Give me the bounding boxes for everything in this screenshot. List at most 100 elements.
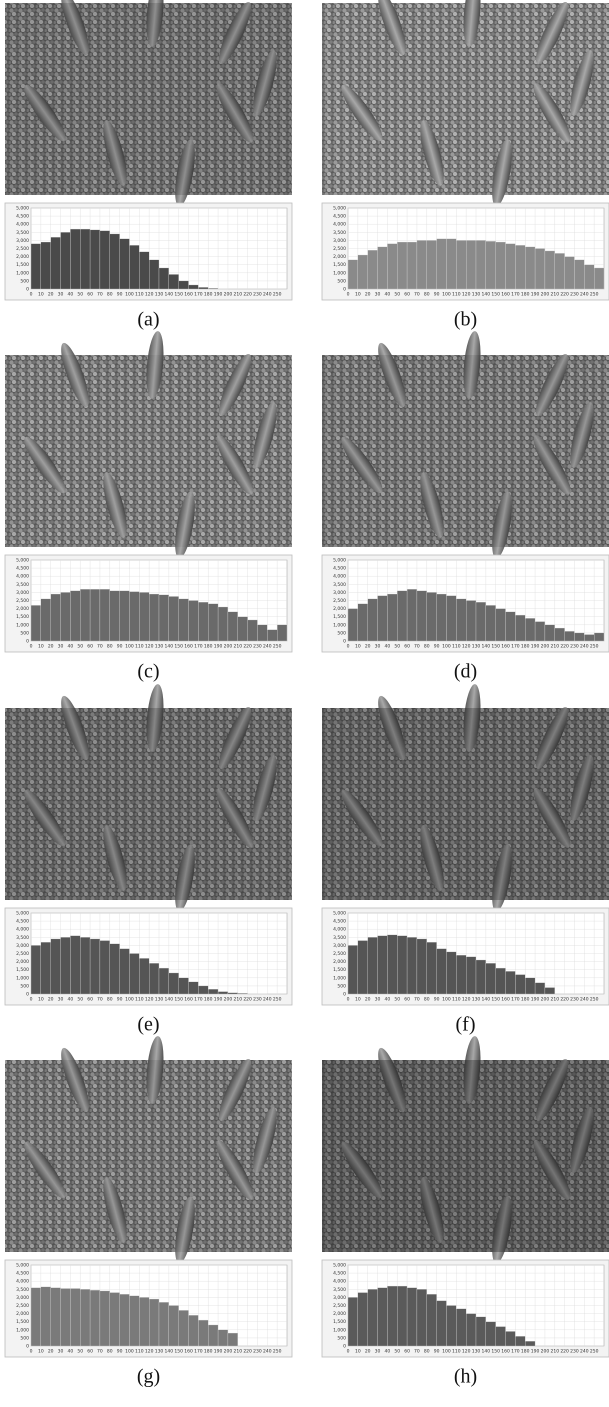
x-tick-label: 230 [253, 292, 262, 298]
x-tick-label: 90 [117, 292, 123, 298]
x-tick-label: 180 [204, 1349, 213, 1355]
x-tick-label: 40 [68, 1349, 74, 1355]
histogram-bar [70, 590, 81, 642]
x-tick-label: 30 [375, 997, 381, 1003]
histogram-bar [168, 596, 179, 642]
claw [378, 0, 406, 56]
y-tick-label: 5,000 [333, 558, 346, 564]
histogram-bar [50, 593, 61, 642]
x-tick-label: 150 [174, 644, 183, 650]
claw [216, 83, 254, 143]
claw [103, 1177, 127, 1243]
histogram-bar [99, 1290, 110, 1347]
claw [463, 331, 481, 399]
y-tick-label: 4,000 [16, 222, 29, 228]
histogram-bar [178, 977, 189, 995]
y-tick-label: 500 [20, 630, 29, 636]
histogram-bar [60, 232, 71, 290]
x-tick-label: 0 [347, 292, 350, 298]
histogram-bar [227, 1332, 238, 1347]
histogram-bar [60, 937, 71, 995]
histogram-bar [237, 993, 248, 995]
y-tick-label: 3,500 [333, 230, 346, 236]
x-tick-label: 250 [590, 1349, 599, 1355]
histogram-bar [515, 614, 526, 642]
histogram-bar [387, 243, 398, 290]
x-tick-label: 160 [184, 997, 193, 1003]
histogram-bar [544, 624, 555, 642]
x-tick-label: 10 [38, 644, 44, 650]
x-tick-label: 70 [414, 997, 420, 1003]
histogram-bar [198, 601, 209, 642]
histogram-bar [89, 1289, 101, 1347]
y-tick-label: 3,500 [333, 1287, 346, 1293]
histogram-bar [119, 1294, 130, 1347]
histogram-bar [40, 1286, 51, 1347]
histogram-bar [149, 593, 160, 642]
y-tick-label: 500 [337, 278, 346, 284]
histogram-bar [158, 594, 169, 642]
histogram-bar [158, 267, 169, 290]
caption: (g) [137, 1366, 160, 1388]
histogram-bar [564, 631, 575, 642]
x-tick-label: 210 [233, 644, 242, 650]
x-tick-label: 0 [30, 1349, 33, 1355]
claw [216, 1140, 254, 1200]
y-tick-label: 3,000 [16, 943, 29, 949]
x-tick-label: 190 [531, 1349, 540, 1355]
x-tick-label: 100 [125, 997, 134, 1003]
histogram-bar [50, 938, 61, 995]
y-tick-label: 1,500 [333, 967, 346, 973]
x-tick-label: 130 [155, 292, 164, 298]
x-tick-label: 70 [97, 997, 103, 1003]
histogram-bar [139, 958, 150, 995]
histogram-bar [594, 267, 605, 290]
histogram-bar [109, 1292, 120, 1347]
y-tick-label: 4,000 [333, 1279, 346, 1285]
histogram-bar [89, 229, 101, 290]
histogram-bar [574, 632, 585, 642]
histogram-bar [426, 240, 437, 290]
x-tick-label: 120 [462, 292, 471, 298]
y-tick-label: 0 [343, 992, 346, 998]
x-tick-label: 250 [590, 997, 599, 1003]
x-tick-label: 230 [253, 1349, 262, 1355]
y-tick-label: 0 [26, 992, 29, 998]
claw [463, 1036, 481, 1104]
x-tick-label: 210 [550, 997, 559, 1003]
x-tick-label: 130 [155, 997, 164, 1003]
x-tick-label: 80 [107, 1349, 113, 1355]
x-tick-label: 90 [117, 644, 123, 650]
histogram-bar [525, 1340, 536, 1347]
x-tick-label: 90 [117, 997, 123, 1003]
histogram-bar [109, 590, 120, 642]
histogram-bar [534, 621, 546, 642]
histogram-bar [80, 589, 91, 642]
histogram-bar [406, 1287, 418, 1347]
x-tick-label: 160 [184, 292, 193, 298]
x-tick-label: 40 [68, 997, 74, 1003]
histogram-bar [594, 632, 605, 642]
x-tick-label: 60 [404, 292, 410, 298]
x-tick-label: 80 [424, 997, 430, 1003]
y-tick-label: 2,000 [333, 959, 346, 965]
x-tick-label: 120 [462, 1349, 471, 1355]
y-tick-label: 3,500 [16, 582, 29, 588]
x-tick-label: 120 [462, 644, 471, 650]
histogram-bar [505, 971, 516, 995]
histogram-bar [357, 940, 368, 995]
x-tick-label: 150 [491, 292, 500, 298]
claw [103, 120, 127, 186]
y-tick-label: 3,500 [16, 1287, 29, 1293]
x-tick-label: 0 [30, 644, 33, 650]
x-tick-label: 110 [452, 292, 461, 298]
x-tick-label: 100 [442, 997, 451, 1003]
x-tick-label: 140 [165, 1349, 174, 1355]
y-tick-label: 1,500 [16, 1319, 29, 1325]
x-tick-label: 80 [107, 644, 113, 650]
x-tick-label: 160 [184, 1349, 193, 1355]
histogram-bar [149, 259, 160, 290]
x-tick-label: 100 [125, 292, 134, 298]
histogram-bar [347, 259, 358, 290]
histogram-bar [178, 1310, 189, 1347]
